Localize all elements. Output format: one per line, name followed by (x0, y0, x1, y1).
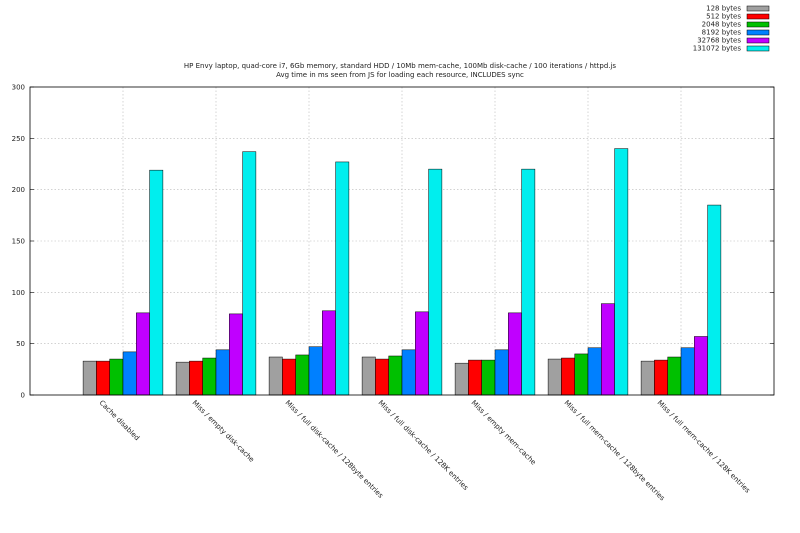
chart-subtitle: Avg time in ms seen from JS for loading … (276, 71, 524, 79)
y-axis-ticks: 0 50 100 150 200 250 300 (12, 84, 774, 400)
legend-label: 32768 bytes (697, 37, 741, 45)
bar (454, 362, 469, 396)
legend-swatch (746, 29, 770, 36)
legend-label: 512 bytes (706, 13, 741, 21)
bar (82, 360, 97, 396)
bar (242, 151, 257, 396)
y-tick-label: 200 (12, 186, 25, 194)
legend-label: 128 bytes (706, 5, 741, 13)
bar (654, 359, 668, 396)
y-tick-label: 50 (16, 340, 25, 348)
bar (640, 360, 655, 396)
bar (109, 358, 124, 396)
x-tick-label: Miss / full disk-cache / 128byte entries (284, 399, 385, 500)
legend-swatch (746, 13, 770, 20)
bar (282, 358, 296, 396)
bar (361, 356, 376, 396)
bar (508, 312, 522, 396)
bar (215, 349, 230, 396)
legend-label: 2048 bytes (702, 21, 742, 29)
x-tick-label: Miss / full disk-cache / 128K entries (377, 399, 470, 492)
bar (574, 353, 589, 396)
bar (388, 355, 403, 396)
y-tick-label: 250 (12, 135, 25, 143)
y-tick-label: 100 (12, 289, 25, 297)
x-axis-labels: Cache disabled Miss / empty disk-cache Mis… (98, 399, 752, 503)
legend-swatch (746, 21, 770, 28)
bar (601, 303, 615, 396)
legend-label: 8192 bytes (702, 29, 742, 37)
bar (587, 347, 602, 396)
legend-swatch (746, 5, 770, 12)
bar (428, 168, 443, 396)
bar (175, 361, 190, 396)
bar (308, 346, 323, 396)
x-tick-label: Miss / empty disk-cache (191, 399, 256, 464)
bar (614, 148, 629, 396)
bar (335, 161, 350, 396)
bar (189, 360, 203, 396)
bar (136, 312, 150, 396)
bar (547, 358, 562, 396)
legend-swatch (746, 37, 770, 44)
bar (149, 169, 164, 396)
bar (268, 356, 283, 396)
bar (122, 351, 137, 396)
bar (322, 310, 336, 396)
x-tick-label: Cache disabled (98, 399, 141, 442)
bar (494, 349, 509, 396)
legend-label: 131072 bytes (693, 45, 742, 53)
bar (707, 204, 722, 396)
bar (468, 359, 482, 396)
bar (694, 336, 708, 396)
bar (680, 347, 695, 396)
legend-swatch (746, 45, 770, 52)
x-tick-label: Miss / full mem-cache / 128K entries (656, 399, 752, 495)
y-tick-label: 0 (21, 392, 25, 400)
bars (82, 148, 722, 396)
bar (96, 360, 110, 396)
bar (202, 357, 217, 396)
bar (415, 311, 429, 396)
bar (481, 359, 496, 396)
y-tick-label: 300 (12, 84, 25, 92)
bar (401, 349, 416, 396)
chart-title: HP Envy laptop, quad-core i7, 6Gb memory… (184, 62, 617, 70)
x-tick-label: Miss / empty mem-cache (470, 399, 538, 467)
bar (375, 358, 389, 396)
bar (295, 354, 310, 396)
bar (561, 357, 575, 396)
x-tick-label: Miss / full mem-cache / 128byte entries (563, 399, 667, 503)
bar (667, 356, 682, 396)
y-tick-label: 150 (12, 238, 25, 246)
bar (229, 313, 243, 396)
bar (521, 168, 536, 396)
